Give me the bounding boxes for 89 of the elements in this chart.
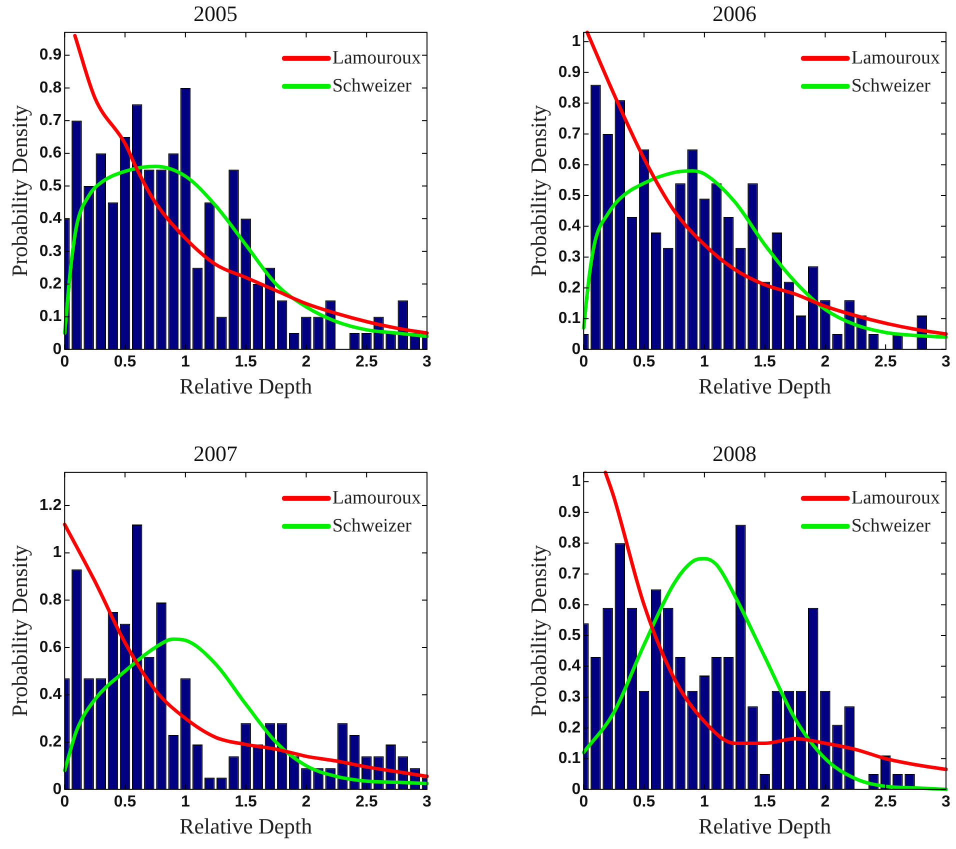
x-tick-label: 1.5 xyxy=(754,353,776,370)
y-tick-label: 0.8 xyxy=(558,94,581,112)
y-tick-label: 0 xyxy=(572,780,581,798)
x-axis-title: Relative Depth xyxy=(698,814,832,839)
x-tick-label: 2.5 xyxy=(355,793,378,810)
chart-title: 2008 xyxy=(712,440,756,466)
y-tick-label: 1.2 xyxy=(39,496,62,514)
chart-title: 2005 xyxy=(194,0,238,26)
y-tick-label: 0.1 xyxy=(558,310,581,328)
x-tick-label: 0.5 xyxy=(632,793,656,810)
y-tick-label: 0.4 xyxy=(39,210,62,228)
x-tick-label: 2 xyxy=(302,353,311,370)
x-tick-label: 3 xyxy=(422,353,432,370)
x-tick-label: 2.5 xyxy=(874,793,897,810)
x-axis-title: Relative Depth xyxy=(180,814,312,839)
legend-label: Lamouroux xyxy=(332,487,422,508)
y-tick-label: 0.6 xyxy=(39,638,62,656)
y-tick-label: 0.7 xyxy=(39,112,62,130)
x-axis-title: Relative Depth xyxy=(180,374,312,399)
y-tick-label: 0.7 xyxy=(558,565,581,582)
legend-label: Schweizer xyxy=(332,75,412,96)
x-tick-label: 1 xyxy=(180,353,190,370)
y-tick-label: 1 xyxy=(52,544,62,562)
line-series xyxy=(62,164,429,338)
y-tick-label: 0.9 xyxy=(558,504,581,521)
y-axis-title: Probability Density xyxy=(6,545,32,717)
y-tick-label: 0.2 xyxy=(558,719,581,736)
y-tick-label: 0.6 xyxy=(39,144,62,162)
line-series xyxy=(62,637,429,786)
y-tick-label: 0.9 xyxy=(558,64,581,81)
legend-label: Lamouroux xyxy=(851,487,940,508)
line-series xyxy=(582,169,948,339)
line-series xyxy=(586,30,948,336)
chart-title: 2007 xyxy=(194,440,238,466)
y-tick-label: 1 xyxy=(572,473,581,490)
x-tick-label: 2 xyxy=(302,793,311,810)
y-tick-label: 0.6 xyxy=(558,596,581,614)
x-tick-label: 1 xyxy=(700,793,709,810)
x-tick-label: 3 xyxy=(422,793,432,810)
x-tick-label: 2.5 xyxy=(355,353,378,370)
x-tick-label: 0.5 xyxy=(114,793,136,810)
x-tick-label: 0.5 xyxy=(114,353,136,370)
y-axis-title: Probability Density xyxy=(526,545,551,717)
x-tick-label: 1.5 xyxy=(234,353,258,370)
x-axis-title: Relative Depth xyxy=(698,374,832,399)
y-tick-label: 0.5 xyxy=(558,626,581,644)
x-tick-label: 3 xyxy=(942,793,951,810)
legend-label: Schweizer xyxy=(851,75,932,96)
y-tick-label: 0.2 xyxy=(39,275,62,292)
x-tick-label: 1 xyxy=(700,353,709,370)
x-tick-label: 1.5 xyxy=(234,793,258,810)
y-tick-label: 0.5 xyxy=(558,186,581,204)
y-tick-label: 0.3 xyxy=(558,688,581,706)
x-tick-label: 3 xyxy=(942,353,951,370)
x-tick-label: 1.5 xyxy=(754,793,776,810)
y-tick-label: 0.1 xyxy=(39,308,62,326)
y-tick-label: 0.9 xyxy=(39,46,62,64)
x-tick-label: 2.5 xyxy=(874,353,897,370)
y-tick-label: 1 xyxy=(572,33,581,50)
y-tick-label: 0.3 xyxy=(558,248,581,266)
y-axis-title: Probability Density xyxy=(526,105,551,277)
y-tick-label: 0 xyxy=(572,340,581,358)
y-tick-label: 0.3 xyxy=(39,242,62,260)
line-series xyxy=(604,470,948,772)
y-axis-title: Probability Density xyxy=(6,105,32,277)
y-tick-label: 0.8 xyxy=(558,534,581,552)
x-tick-label: 2 xyxy=(820,353,830,370)
y-tick-label: 0.7 xyxy=(558,125,581,142)
y-tick-label: 0.2 xyxy=(39,733,62,750)
y-tick-label: 0.4 xyxy=(558,658,581,675)
x-tick-label: 2 xyxy=(820,793,830,810)
legend-label: Lamouroux xyxy=(851,47,940,68)
chart-title: 2006 xyxy=(712,0,756,26)
y-tick-label: 0.4 xyxy=(39,686,62,704)
x-tick-label: 1 xyxy=(180,793,190,810)
y-tick-label: 0 xyxy=(52,780,62,798)
y-tick-label: 0 xyxy=(52,340,62,358)
y-tick-label: 0.5 xyxy=(39,177,62,194)
y-tick-label: 0.8 xyxy=(39,592,62,609)
line-series xyxy=(73,34,429,335)
y-tick-label: 0.2 xyxy=(558,279,581,296)
y-tick-label: 0.6 xyxy=(558,156,581,174)
legend-label: Schweizer xyxy=(851,515,932,536)
legend-label: Lamouroux xyxy=(332,47,422,68)
x-tick-label: 0.5 xyxy=(632,353,656,370)
y-tick-label: 0.4 xyxy=(558,218,581,235)
y-tick-label: 0.8 xyxy=(39,79,62,96)
legend-label: Schweizer xyxy=(332,515,412,536)
y-tick-label: 0.1 xyxy=(558,750,581,768)
